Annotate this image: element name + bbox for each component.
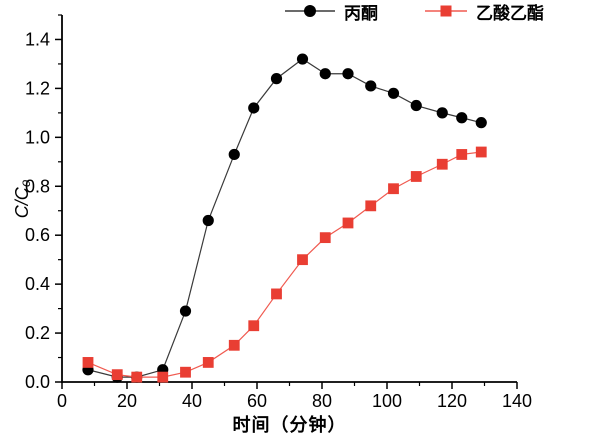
ethyl-acetate-data-point bbox=[297, 254, 308, 266]
acetone-data-point bbox=[202, 214, 214, 227]
y-tick-label: 1.2 bbox=[25, 78, 50, 98]
chart-legend: 丙酮 乙酸乙酯 bbox=[284, 0, 544, 24]
ethyl-acetate-data-point bbox=[82, 357, 94, 368]
ethyl-acetate-data-point bbox=[319, 232, 331, 244]
ethyl-acetate-data-point bbox=[388, 183, 399, 195]
x-tick-label: 100 bbox=[372, 391, 402, 411]
legend-label-acetone: 丙酮 bbox=[344, 3, 378, 23]
y-tick-label: 0.6 bbox=[25, 225, 50, 245]
ethyl-acetate-data-point bbox=[410, 171, 422, 182]
legend-label-ethyl-acetate: 乙酸乙酯 bbox=[476, 3, 544, 23]
acetone-data-point bbox=[228, 148, 240, 161]
acetone-data-point bbox=[296, 53, 309, 65]
acetone-data-point bbox=[410, 99, 422, 112]
acetone-data-point bbox=[475, 117, 487, 129]
ethyl-acetate-data-point bbox=[365, 200, 377, 212]
x-tick-label: 140 bbox=[502, 391, 532, 411]
ethyl-acetate-data-point bbox=[436, 158, 448, 170]
acetone-data-point bbox=[436, 107, 448, 119]
acetone-line-circle-marker-icon bbox=[285, 5, 335, 17]
y-axis-title: C/C₀ bbox=[12, 179, 32, 219]
x-tick-label: 40 bbox=[182, 391, 202, 411]
acetone-data-point bbox=[270, 73, 283, 85]
x-tick-label: 120 bbox=[437, 391, 467, 411]
x-tick-label: 80 bbox=[312, 391, 332, 411]
acetone-data-point bbox=[248, 102, 260, 114]
ethyl-acetate-data-point bbox=[248, 320, 260, 332]
legend-entry-ethyl-acetate: 乙酸乙酯 bbox=[424, 0, 544, 24]
ethyl-acetate-data-point bbox=[180, 366, 191, 378]
x-axis-title: 时间（分钟） bbox=[232, 415, 347, 435]
acetone-data-point bbox=[456, 112, 468, 124]
ethyl-acetate-data-point bbox=[202, 357, 214, 368]
ethyl-acetate-data-point bbox=[456, 149, 468, 160]
y-tick-label: 0.8 bbox=[25, 176, 50, 196]
acetone-data-point bbox=[319, 68, 331, 80]
y-tick-label: 0.2 bbox=[25, 323, 50, 343]
ethyl-acetate-line-square-marker-icon bbox=[425, 5, 467, 17]
legend-entry-acetone: 丙酮 bbox=[284, 0, 378, 24]
acetone-series-line bbox=[87, 58, 482, 378]
ethyl-acetate-data-point bbox=[271, 288, 282, 300]
ethyl-acetate-data-point bbox=[475, 146, 487, 158]
y-tick-label: 0.0 bbox=[25, 372, 50, 392]
y-tick-label: 1.0 bbox=[25, 127, 50, 147]
acetone-data-point bbox=[365, 80, 377, 92]
acetone-data-point bbox=[387, 87, 400, 99]
x-tick-label: 0 bbox=[57, 391, 67, 411]
ethyl-acetate-data-point bbox=[342, 217, 354, 229]
acetone-data-point bbox=[179, 305, 192, 317]
ethyl-acetate-data-point bbox=[157, 371, 169, 383]
ethyl-acetate-data-point bbox=[111, 369, 123, 381]
y-tick-label: 0.4 bbox=[25, 274, 50, 294]
ethyl-acetate-data-point bbox=[228, 339, 240, 351]
x-tick-label: 60 bbox=[247, 391, 267, 411]
y-tick-label: 1.4 bbox=[25, 29, 50, 49]
acetone-data-point bbox=[342, 68, 354, 80]
ethyl-acetate-series-line bbox=[87, 151, 482, 378]
x-tick-label: 20 bbox=[117, 391, 137, 411]
ethyl-acetate-data-point bbox=[131, 371, 143, 383]
